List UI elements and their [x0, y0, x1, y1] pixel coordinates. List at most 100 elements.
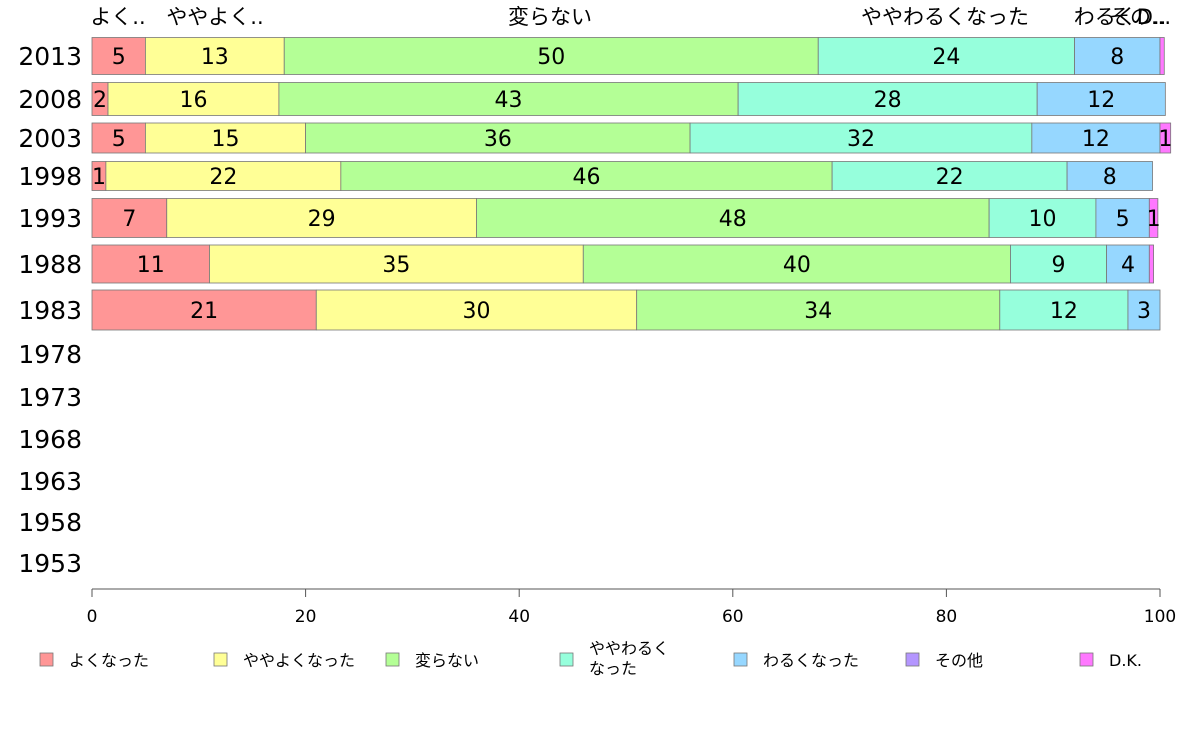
year-label: 1978 — [18, 340, 82, 369]
bar-data-label: 1 — [1147, 207, 1161, 232]
legend: よくなった ややよくなった 変らない ややわるくなった わるくなった その他 D.K. — [39, 639, 1142, 678]
bar-segment — [105, 161, 342, 191]
bar-data-label: 12 — [1050, 299, 1078, 324]
bar-segment — [1159, 37, 1165, 75]
bar-data-label: 32 — [847, 127, 875, 152]
legend-label: D.K. — [1109, 651, 1142, 670]
top-category-label: 変らない — [508, 5, 592, 29]
bar-data-label: 36 — [484, 127, 512, 152]
legend-swatch — [1079, 652, 1094, 667]
x-tick-label: 100 — [1144, 607, 1176, 627]
bar-segment — [91, 198, 168, 238]
bar-data-label: 1 — [1158, 127, 1172, 152]
legend-label: その他 — [935, 651, 983, 670]
bar-segment — [91, 37, 146, 75]
bar-data-label: 12 — [1082, 127, 1110, 152]
year-label: 1958 — [18, 508, 82, 537]
year-label: 1953 — [18, 549, 82, 578]
legend-swatch — [733, 652, 748, 667]
bar-rows: 5 13 50 24 82 16 43 28 125 15 36 32 12 11 22 46 22 87 29 48… — [91, 37, 1172, 331]
bar-data-label: 35 — [382, 253, 410, 278]
bar-data-label: 5 — [1116, 207, 1130, 232]
bar-segment — [1036, 82, 1166, 116]
bar-segment — [1159, 122, 1172, 154]
legend-swatch — [213, 652, 228, 667]
bar-segment — [1148, 244, 1154, 284]
bar-data-label: 30 — [462, 299, 490, 324]
year-label: 2008 — [18, 85, 82, 114]
year-label: 1968 — [18, 425, 82, 454]
bar-segment — [144, 37, 285, 75]
top-category-label: ややよく.. — [166, 5, 263, 29]
bar-segment — [737, 82, 1038, 116]
bar-data-label: 24 — [932, 45, 960, 70]
bar-data-label: 1 — [92, 165, 106, 190]
bar-data-label: 50 — [537, 45, 565, 70]
year-label: 1998 — [18, 162, 82, 191]
x-tick-label: 20 — [295, 607, 317, 627]
bar-segment — [340, 161, 833, 191]
top-category-labels: よく.. ややよく.. 変らない ややわるくなった わるくD..その... — [90, 5, 1171, 29]
bar-segment — [91, 244, 210, 284]
bar-data-label: 21 — [190, 299, 218, 324]
x-tick-label: 80 — [936, 607, 958, 627]
bar-segment — [283, 37, 819, 75]
year-label: 1993 — [18, 204, 82, 233]
bar-segment — [1031, 122, 1161, 154]
legend-label: ややわるくなった — [589, 639, 669, 678]
bar-data-label: 22 — [209, 165, 237, 190]
legend-swatch — [905, 652, 920, 667]
bar-segment — [166, 198, 477, 238]
legend-label: ややよくなった — [243, 651, 355, 670]
bar-data-label: 4 — [1121, 253, 1135, 278]
year-label: 2003 — [18, 124, 82, 153]
bar-segment — [91, 289, 317, 331]
bar-data-label: 5 — [112, 127, 126, 152]
bar-segment — [1148, 198, 1159, 238]
year-axis-labels: 2013 2008 2003 1998 1993 1988 1983 1978 1973 1968… — [18, 42, 82, 578]
bar-segment — [1010, 244, 1107, 284]
x-axis: 0 20 40 60 80 100 — [87, 588, 1176, 627]
bar-segment — [315, 289, 638, 331]
bar-data-label: 40 — [783, 253, 811, 278]
bar-segment — [1074, 37, 1161, 75]
bar-segment — [1127, 289, 1161, 331]
top-category-label: その... — [1109, 5, 1171, 29]
legend-swatch — [385, 652, 400, 667]
bar-data-label: 8 — [1103, 165, 1117, 190]
bar-data-label: 46 — [572, 165, 600, 190]
bar-segment — [817, 37, 1075, 75]
legend-label: 変らない — [415, 651, 479, 670]
bar-data-label: 22 — [936, 165, 964, 190]
bar-data-label: 7 — [122, 207, 136, 232]
bar-data-label: 11 — [137, 253, 165, 278]
year-label: 1983 — [18, 296, 82, 325]
bar-segment — [278, 82, 739, 116]
bar-segment — [107, 82, 280, 116]
year-label: 2013 — [18, 42, 82, 71]
bar-segment — [999, 289, 1129, 331]
bar-data-label: 9 — [1052, 253, 1066, 278]
bar-data-label: 13 — [201, 45, 229, 70]
bar-data-label: 43 — [495, 88, 523, 113]
bar-data-label: 28 — [874, 88, 902, 113]
bar-data-label: 10 — [1029, 207, 1057, 232]
bar-data-label: 12 — [1087, 88, 1115, 113]
bar-segment — [305, 122, 691, 154]
year-label: 1963 — [18, 467, 82, 496]
bar-data-label: 2 — [93, 88, 107, 113]
bar-segment — [476, 198, 990, 238]
bar-data-label: 3 — [1137, 299, 1151, 324]
top-category-label: ややわるくなった — [861, 5, 1029, 29]
bar-data-label: 48 — [719, 207, 747, 232]
bar-data-label: 29 — [308, 207, 336, 232]
bar-segment — [689, 122, 1033, 154]
bar-data-label: 8 — [1110, 45, 1124, 70]
legend-swatch — [559, 652, 574, 667]
year-label: 1973 — [18, 383, 82, 412]
bar-segment — [636, 289, 1001, 331]
x-tick-label: 60 — [722, 607, 744, 627]
bar-data-label: 15 — [212, 127, 240, 152]
legend-label: わるくなった — [763, 651, 859, 670]
